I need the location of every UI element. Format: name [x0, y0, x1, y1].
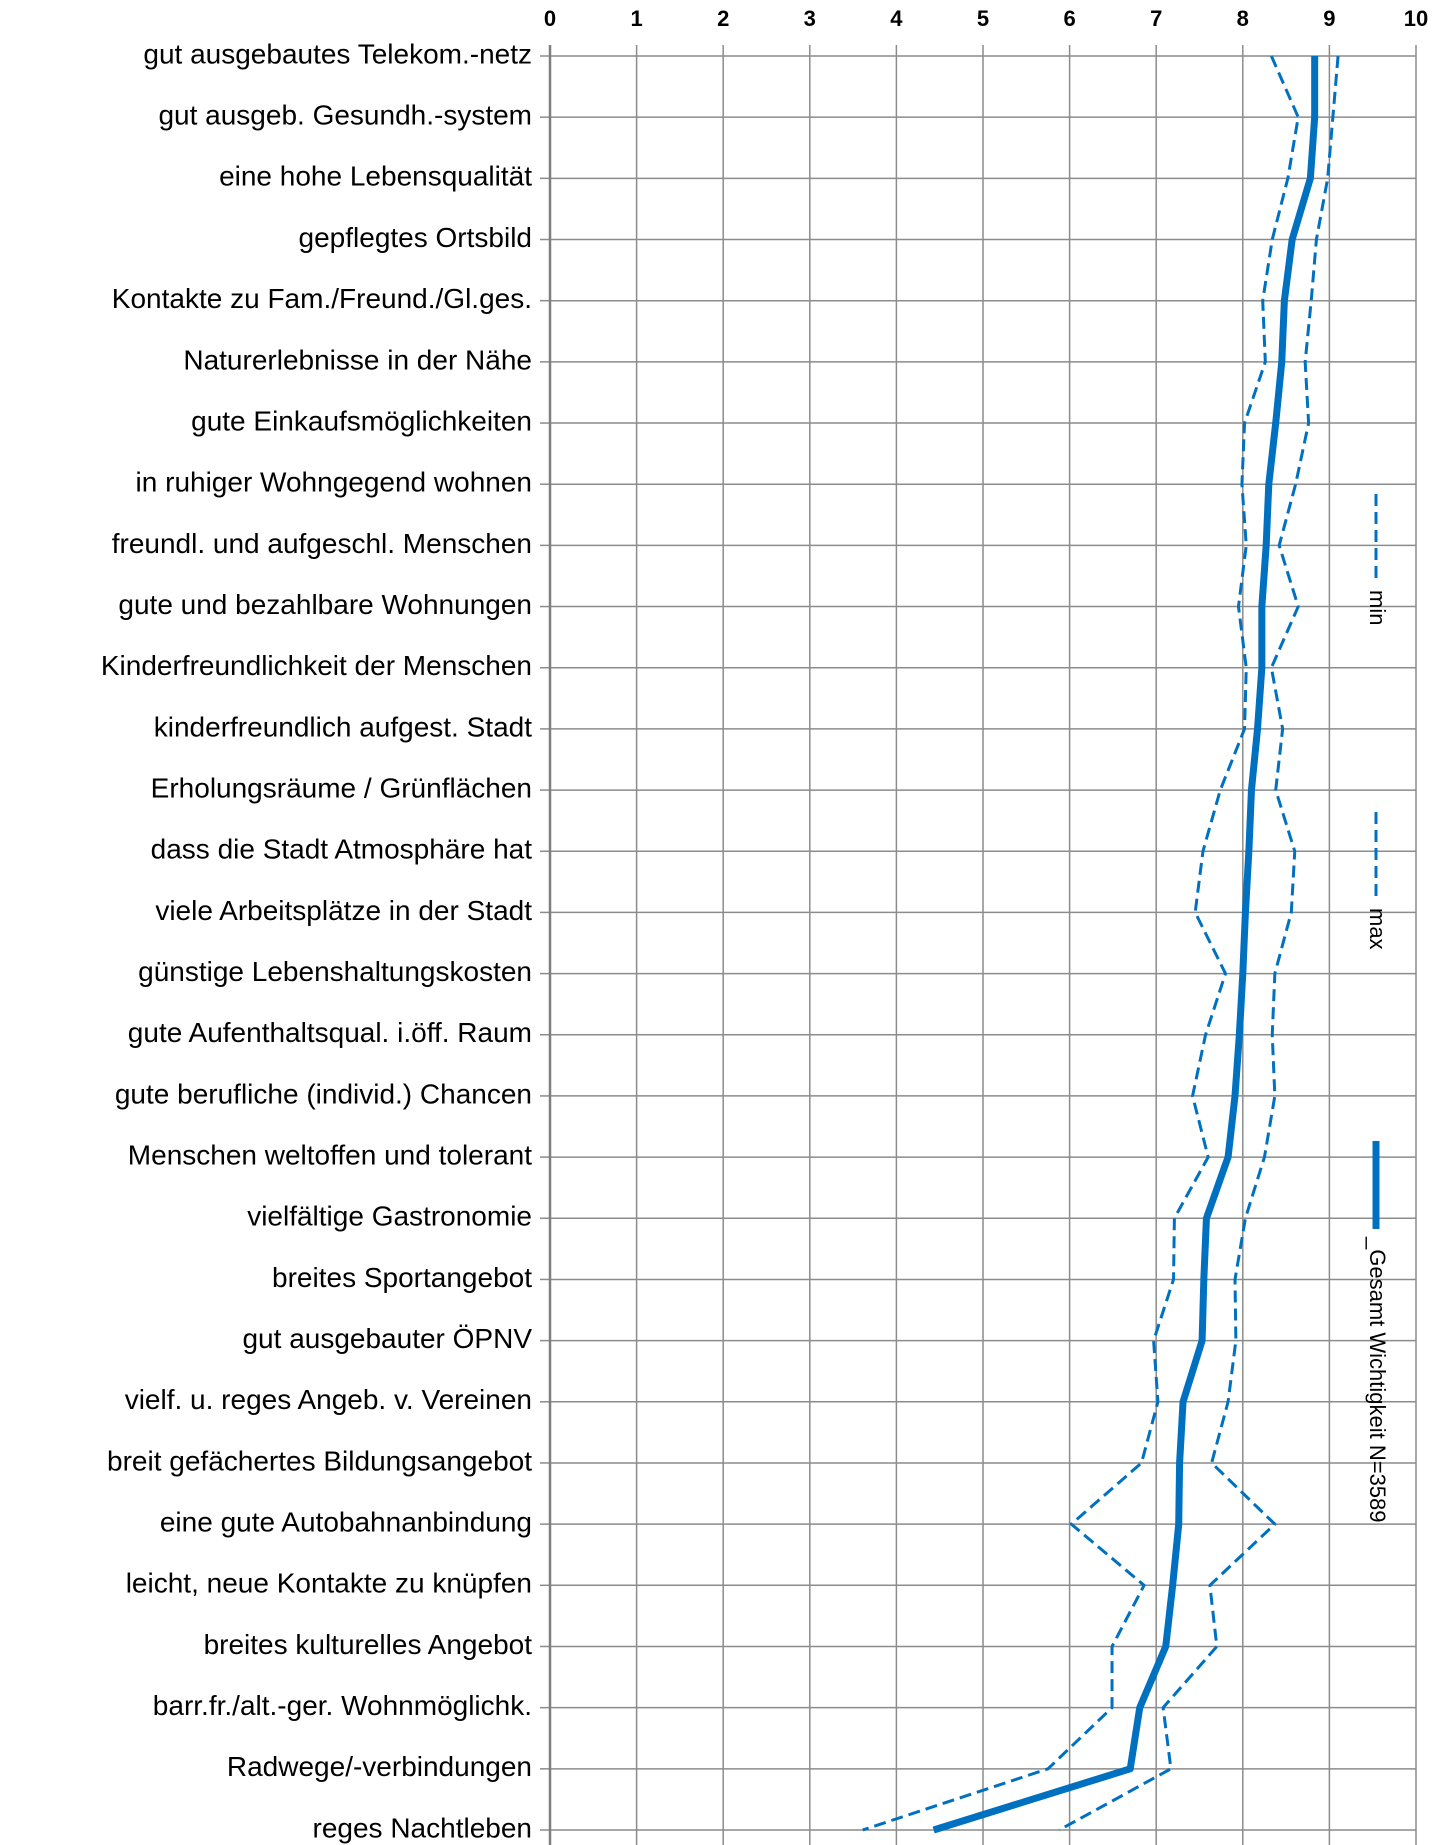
- y-tick-label: Menschen weltoffen und tolerant: [128, 1139, 532, 1170]
- y-tick-label: kinderfreundlich aufgest. Stadt: [154, 711, 532, 742]
- y-tick-label: breites kulturelles Angebot: [204, 1629, 533, 1660]
- y-tick-label: breit gefächertes Bildungsangebot: [107, 1445, 532, 1476]
- y-tick-label: gute Aufenthaltsqual. i.öff. Raum: [128, 1017, 532, 1048]
- y-tick-label: leicht, neue Kontakte zu knüpfen: [126, 1568, 532, 1599]
- y-tick-label: eine hohe Lebensqualität: [219, 161, 532, 192]
- y-tick-label: gepflegtes Ortsbild: [299, 222, 532, 253]
- y-tick-label: vielfältige Gastronomie: [247, 1201, 532, 1232]
- y-tick-label: dass die Stadt Atmosphäre hat: [151, 834, 533, 865]
- series-line: [862, 55, 1300, 1832]
- x-tick-label: 10: [1404, 6, 1428, 31]
- y-tick-label: eine gute Autobahnanbindung: [160, 1507, 532, 1538]
- y-tick-label: in ruhiger Wohngegend wohnen: [136, 467, 532, 498]
- y-tick-label: Kinderfreundlichkeit der Menschen: [101, 650, 532, 681]
- y-tick-label: Erholungsräume / Grünflächen: [151, 772, 532, 803]
- legend-label: min: [1365, 590, 1390, 625]
- x-tick-label: 5: [977, 6, 989, 31]
- y-tick-label: gut ausgeb. Gesundh.-system: [158, 100, 532, 131]
- x-tick-label: 4: [890, 6, 903, 31]
- y-tick-label: günstige Lebenshaltungskosten: [138, 956, 532, 987]
- y-tick-label: breites Sportangebot: [272, 1262, 532, 1293]
- y-tick-label: gut ausgebauter ÖPNV: [242, 1323, 532, 1354]
- y-tick-label: Radwege/-verbindungen: [227, 1751, 532, 1782]
- x-tick-label: 1: [630, 6, 642, 31]
- legend-label: _Gesamt Wichtigkeit N=3589: [1365, 1236, 1390, 1523]
- y-tick-label: gute berufliche (individ.) Chancen: [115, 1078, 532, 1109]
- x-tick-label: 7: [1150, 6, 1162, 31]
- series-line: [1058, 55, 1340, 1832]
- x-tick-label: 8: [1237, 6, 1249, 31]
- y-tick-label: freundl. und aufgeschl. Menschen: [112, 528, 532, 559]
- y-tick-label: viele Arbeitsplätze in der Stadt: [155, 895, 532, 926]
- x-tick-label: 3: [804, 6, 816, 31]
- x-tick-label: 0: [544, 6, 556, 31]
- y-tick-label: Naturerlebnisse in der Nähe: [183, 344, 532, 375]
- y-tick-label: gute Einkaufsmöglichkeiten: [191, 405, 532, 436]
- y-tick-label: vielf. u. reges Angeb. v. Vereinen: [125, 1384, 532, 1415]
- legend-label: max: [1365, 908, 1390, 950]
- x-tick-label: 9: [1323, 6, 1335, 31]
- y-tick-label: gut ausgebautes Telekom.-netz: [143, 38, 532, 69]
- x-tick-label: 2: [717, 6, 729, 31]
- y-tick-label: Kontakte zu Fam./Freund./Gl.ges.: [112, 283, 532, 314]
- y-tick-label: gute und bezahlbare Wohnungen: [118, 589, 532, 620]
- y-tick-label: barr.fr./alt.-ger. Wohnmöglichk.: [153, 1690, 532, 1721]
- x-tick-label: 6: [1063, 6, 1075, 31]
- series-line: [932, 56, 1319, 1834]
- y-tick-label: reges Nachtleben: [313, 1812, 532, 1843]
